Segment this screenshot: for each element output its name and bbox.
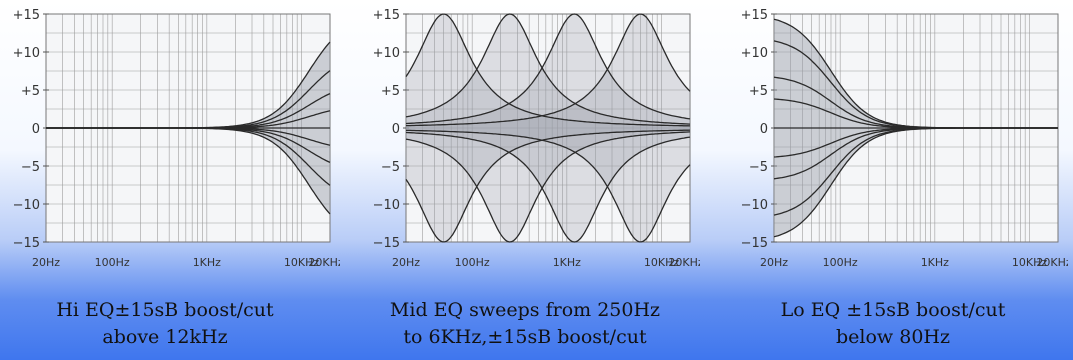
x-tick-label: 100Hz	[95, 256, 130, 269]
sweep-band-fill	[406, 14, 690, 242]
x-tick-label: 100Hz	[823, 256, 858, 269]
eq-curve-line	[406, 129, 691, 243]
x-tick-label: 20Hz	[392, 256, 420, 269]
y-tick-label: −5	[21, 160, 40, 175]
lo-eq-caption-line-2: below 80Hz	[836, 326, 950, 348]
x-tick-label: 20KHz	[1036, 256, 1068, 269]
y-tick-label: 0	[392, 122, 400, 137]
y-tick-label: +15	[373, 8, 400, 23]
y-tick-label: 0	[760, 122, 768, 137]
eq-curves	[46, 41, 331, 215]
lo-eq-caption: Lo EQ ±15sB boost/cut below 80Hz	[728, 297, 1058, 351]
y-tick-label: +15	[741, 8, 768, 23]
x-tick-label: 20Hz	[32, 256, 60, 269]
hi-eq-panel: +15 +10 +5 0 −5 −10 −15 20Hz 100Hz 1KHz 10KHz20KHz…	[0, 0, 340, 360]
x-tick-label: 100Hz	[455, 256, 490, 269]
mid-eq-caption-line-1: Mid EQ sweeps from 250Hz	[389, 299, 661, 321]
lo-eq-chart: +15 +10 +5 0 −5 −10 −15 20Hz 100Hz 1KHz 10KHz20KHz	[741, 8, 1068, 269]
eq-curve-line	[405, 131, 691, 243]
x-tick-label: 20KHz	[308, 256, 340, 269]
y-tick-label: −15	[373, 236, 400, 251]
x-tick-label: 10KHz	[644, 256, 679, 269]
y-tick-label: −5	[749, 160, 768, 175]
mid-eq-chart: +15 +10 +5 0 −5 −10 −15 20Hz 100Hz 1KHz 10KHz20KHz	[373, 8, 700, 269]
hi-eq-chart: +15 +10 +5 0 −5 −10 −15 20Hz 100Hz 1KHz 10KHz20KHz	[13, 8, 340, 269]
x-tick-label: 1KHz	[553, 256, 581, 269]
y-tick-label: +10	[741, 46, 768, 61]
y-tick-label: +5	[21, 84, 40, 99]
mid-eq-caption: Mid EQ sweeps from 250Hz to 6KHz,±15sB b…	[360, 297, 690, 351]
y-tick-label: −5	[381, 160, 400, 175]
hi-eq-caption-line-1: Hi EQ±15sB boost/cut	[56, 299, 274, 321]
x-tick-label: 1KHz	[921, 256, 949, 269]
hi-eq-caption-line-2: above 12kHz	[102, 326, 228, 348]
y-tick-label: +10	[373, 46, 400, 61]
x-tick-label: 20KHz	[668, 256, 700, 269]
y-tick-label: +5	[749, 84, 768, 99]
sweep-band-fill	[406, 14, 690, 242]
eq-range-shading	[406, 14, 690, 242]
eq-curve-line	[773, 127, 1058, 238]
x-tick-label: 10KHz	[1012, 256, 1047, 269]
y-tick-label: −15	[13, 236, 40, 251]
y-tick-label: −10	[13, 198, 40, 213]
eq-curve-line	[406, 13, 691, 127]
lo-eq-panel: +15 +10 +5 0 −5 −10 −15 20Hz 100Hz 1KHz 10KHz20KHz…	[728, 0, 1068, 360]
eq-curve-line	[405, 129, 691, 243]
sweep-band-fill	[406, 14, 690, 242]
x-tick-label: 10KHz	[284, 256, 319, 269]
eq-curves	[405, 13, 691, 243]
y-tick-label: 0	[32, 122, 40, 137]
sweep-band-fill	[406, 14, 690, 242]
mid-eq-caption-line-2: to 6KHz,±15sB boost/cut	[403, 326, 647, 348]
eq-curve-line	[405, 13, 691, 125]
eq-curve-line	[405, 13, 691, 125]
eq-curve-line	[405, 131, 691, 243]
mid-eq-panel: +15 +10 +5 0 −5 −10 −15 20Hz 100Hz 1KHz 10KHz20KHz…	[360, 0, 700, 360]
lo-eq-caption-line-1: Lo EQ ±15sB boost/cut	[780, 299, 1006, 321]
y-tick-label: −15	[741, 236, 768, 251]
hi-eq-caption: Hi EQ±15sB boost/cut above 12kHz	[0, 297, 330, 351]
y-tick-label: +10	[13, 46, 40, 61]
y-tick-label: −10	[373, 198, 400, 213]
x-tick-label: 20Hz	[760, 256, 788, 269]
eq-curves	[773, 18, 1058, 238]
y-tick-label: +15	[13, 8, 40, 23]
y-tick-label: +5	[381, 84, 400, 99]
x-tick-label: 1KHz	[193, 256, 221, 269]
eq-curve-line	[46, 127, 331, 215]
eq-curve-line	[405, 13, 691, 127]
y-tick-label: −10	[741, 198, 768, 213]
